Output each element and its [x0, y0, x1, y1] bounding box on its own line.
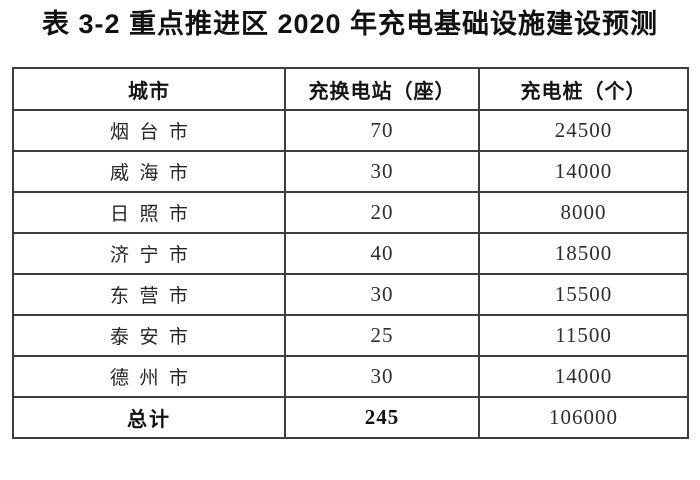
- city-cell: 泰安市: [12, 314, 286, 357]
- city-cell: 德州市: [12, 355, 286, 398]
- total-stations-cell: 245: [284, 396, 480, 439]
- stations-cell: 30: [284, 273, 480, 316]
- table-row: 日照市 20 8000: [12, 191, 689, 234]
- column-header-city: 城市: [12, 67, 286, 111]
- stations-cell: 30: [284, 355, 480, 398]
- piles-cell: 15500: [478, 273, 689, 316]
- table-row: 德州市 30 14000: [12, 355, 689, 398]
- table-row: 济宁市 40 18500: [12, 232, 689, 275]
- total-row: 总计 245 106000: [12, 396, 689, 439]
- piles-cell: 18500: [478, 232, 689, 275]
- piles-cell: 24500: [478, 109, 689, 152]
- piles-cell: 14000: [478, 150, 689, 193]
- stations-cell: 25: [284, 314, 480, 357]
- table-row: 东营市 30 15500: [12, 273, 689, 316]
- city-cell: 济宁市: [12, 232, 286, 275]
- piles-cell: 14000: [478, 355, 689, 398]
- stations-cell: 30: [284, 150, 480, 193]
- table-title: 表 3-2 重点推进区 2020 年充电基础设施建设预测: [41, 9, 659, 39]
- stations-cell: 70: [284, 109, 480, 152]
- column-header-stations: 充换电站（座）: [284, 67, 480, 111]
- table-row: 烟台市 70 24500: [12, 109, 689, 152]
- city-cell: 东营市: [12, 273, 286, 316]
- table-row: 泰安市 25 11500: [12, 314, 689, 357]
- city-cell: 威海市: [12, 150, 286, 193]
- table-row: 威海市 30 14000: [12, 150, 689, 193]
- header-row: 城市 充换电站（座） 充电桩（个）: [12, 67, 689, 111]
- column-header-piles: 充电桩（个）: [478, 67, 689, 111]
- city-cell: 日照市: [12, 191, 286, 234]
- piles-cell: 8000: [478, 191, 689, 234]
- charging-infrastructure-table: 城市 充换电站（座） 充电桩（个） 烟台市 70 24500 威海市 30 14…: [12, 67, 689, 439]
- total-piles-cell: 106000: [478, 396, 689, 439]
- stations-cell: 20: [284, 191, 480, 234]
- total-label-cell: 总计: [12, 396, 286, 439]
- stations-cell: 40: [284, 232, 480, 275]
- city-cell: 烟台市: [12, 109, 286, 152]
- piles-cell: 11500: [478, 314, 689, 357]
